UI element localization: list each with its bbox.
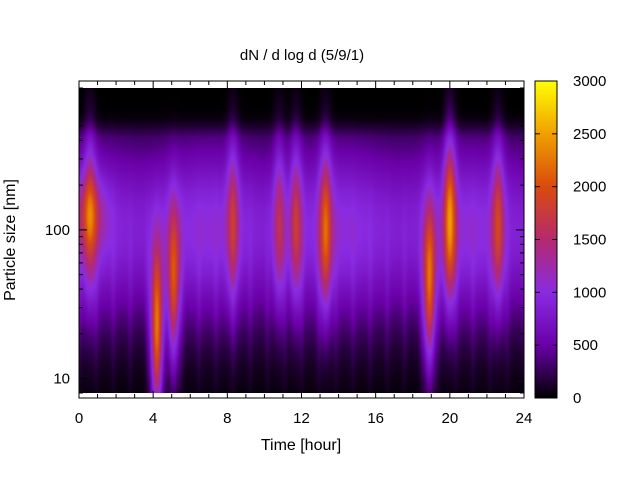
colorbar: 0 500 1000 1500 2000 2500 3000 — [534, 73, 606, 407]
colorbar-tick-label: 1000 — [573, 284, 606, 301]
heatmap-image — [79, 88, 524, 393]
y-tick-label: 100 — [45, 222, 70, 239]
x-axis-label: Time [hour] — [261, 437, 341, 454]
x-tick-label: 0 — [75, 410, 83, 427]
colorbar-tick-label: 2500 — [573, 126, 606, 143]
y-axis-label: Particle size [nm] — [2, 179, 19, 301]
colorbar-tick-label: 500 — [573, 337, 598, 354]
x-tick-label: 20 — [441, 410, 458, 427]
x-tick-label: 24 — [516, 410, 533, 427]
y-tick-label: 10 — [53, 371, 70, 388]
colorbar-tick-label: 1500 — [573, 232, 606, 249]
x-tick-label: 16 — [367, 410, 384, 427]
colorbar-tick-label: 0 — [573, 390, 581, 407]
plot-area: 0 4 8 12 16 20 24 10 100 — [45, 80, 533, 427]
chart-title: dN / d log d (5/9/1) — [240, 47, 364, 64]
colorbar-tick-label: 2000 — [573, 179, 606, 196]
x-tick-label: 8 — [223, 410, 231, 427]
colorbar-tick-label: 3000 — [573, 73, 606, 90]
x-tick-label: 12 — [293, 410, 310, 427]
x-tick-label: 4 — [149, 410, 157, 427]
